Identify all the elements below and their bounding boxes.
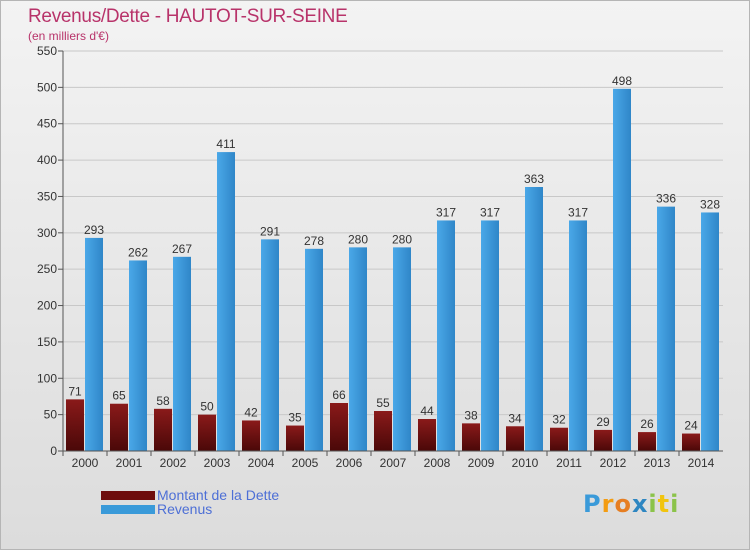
data-label-revenus: 498 xyxy=(612,74,632,88)
x-tick-label: 2000 xyxy=(72,456,99,470)
data-label-dette: 24 xyxy=(684,419,698,433)
legend-swatch-revenus xyxy=(101,505,155,514)
data-label-dette: 55 xyxy=(376,396,390,410)
y-tick-label: 200 xyxy=(37,299,57,313)
y-tick-label: 500 xyxy=(37,80,57,94)
data-label-dette: 44 xyxy=(420,404,434,418)
x-tick-label: 2003 xyxy=(204,456,231,470)
data-label-dette: 42 xyxy=(244,405,258,419)
x-tick-label: 2007 xyxy=(380,456,407,470)
y-tick-label: 300 xyxy=(37,226,57,240)
legend-label-dette: Montant de la Dette xyxy=(157,487,280,503)
y-tick-label: 100 xyxy=(37,371,57,385)
bar-dette xyxy=(66,399,84,451)
x-tick-label: 2001 xyxy=(116,456,143,470)
x-tick-label: 2002 xyxy=(160,456,187,470)
data-label-dette: 66 xyxy=(332,388,346,402)
bar-dette xyxy=(550,427,568,451)
bar-revenus xyxy=(525,187,543,451)
data-label-revenus: 328 xyxy=(700,197,720,211)
data-label-dette: 26 xyxy=(640,417,654,431)
bar-dette xyxy=(638,432,656,451)
data-label-revenus: 291 xyxy=(260,224,280,238)
labels-layer: 71 293 65 262 58 267 50 411 42 291 35 278 66 280 55 280… xyxy=(68,74,720,433)
x-tick-label: 2004 xyxy=(248,456,275,470)
data-label-revenus: 411 xyxy=(216,137,235,151)
bar-revenus xyxy=(349,247,367,451)
x-tick-label: 2013 xyxy=(644,456,671,470)
data-label-revenus: 363 xyxy=(524,172,544,186)
chart-subtitle: (en milliers d'€) xyxy=(28,29,109,43)
data-label-dette: 71 xyxy=(68,384,82,398)
y-tick-label: 50 xyxy=(44,408,58,422)
x-tick-label: 2005 xyxy=(292,456,319,470)
bar-dette xyxy=(154,408,172,451)
y-tick-label: 150 xyxy=(37,335,57,349)
y-tick-label: 550 xyxy=(37,44,57,58)
y-tick-label: 0 xyxy=(50,444,57,458)
data-label-revenus: 293 xyxy=(84,223,104,237)
data-label-revenus: 317 xyxy=(568,205,588,219)
data-label-revenus: 336 xyxy=(656,192,676,206)
bar-dette xyxy=(286,425,304,451)
data-label-dette: 35 xyxy=(288,411,302,425)
data-label-revenus: 280 xyxy=(348,232,368,246)
bar-revenus xyxy=(481,220,499,451)
bar-dette xyxy=(462,423,480,451)
data-label-dette: 29 xyxy=(596,415,610,429)
bar-revenus xyxy=(613,88,631,452)
y-tick-label: 400 xyxy=(37,153,57,167)
bar-dette xyxy=(242,420,260,451)
bar-dette xyxy=(374,411,392,451)
bar-dette xyxy=(418,419,436,451)
legend-label-revenus: Revenus xyxy=(157,501,213,517)
data-label-revenus: 280 xyxy=(392,232,412,246)
proxiti-logo: Proxiti xyxy=(583,490,680,518)
y-tick-label: 350 xyxy=(37,189,57,203)
x-tick-label: 2010 xyxy=(512,456,539,470)
x-tick-label: 2009 xyxy=(468,456,495,470)
data-label-revenus: 317 xyxy=(480,205,500,219)
bars-layer xyxy=(66,88,719,452)
x-tick-label: 2014 xyxy=(688,456,715,470)
bar-dette xyxy=(198,414,216,451)
x-tick-label: 2012 xyxy=(600,456,627,470)
data-label-dette: 38 xyxy=(464,408,478,422)
y-tick-label: 250 xyxy=(37,262,57,276)
x-tick-label: 2008 xyxy=(424,456,451,470)
bar-revenus xyxy=(129,260,147,451)
bar-dette xyxy=(594,429,612,451)
bar-revenus xyxy=(261,239,279,451)
bar-dette xyxy=(330,403,348,451)
bar-dette xyxy=(110,403,128,451)
bar-revenus xyxy=(437,220,455,451)
data-label-revenus: 267 xyxy=(172,242,192,256)
data-label-revenus: 262 xyxy=(128,245,148,259)
bar-dette xyxy=(506,426,524,451)
data-label-dette: 50 xyxy=(200,400,214,414)
data-label-dette: 58 xyxy=(156,394,170,408)
data-label-dette: 34 xyxy=(508,411,522,425)
data-label-dette: 32 xyxy=(552,413,566,427)
bar-revenus xyxy=(217,152,235,451)
bar-revenus xyxy=(657,206,675,451)
chart-title: Revenus/Dette - HAUTOT-SUR-SEINE xyxy=(28,6,348,27)
bar-revenus xyxy=(393,247,411,451)
data-label-revenus: 278 xyxy=(304,234,324,248)
data-label-revenus: 317 xyxy=(436,205,456,219)
x-tick-label: 2011 xyxy=(556,456,582,470)
y-tick-label: 450 xyxy=(37,117,57,131)
x-tick-label: 2006 xyxy=(336,456,363,470)
bar-revenus xyxy=(569,220,587,451)
bar-revenus xyxy=(701,212,719,451)
bar-dette xyxy=(682,433,700,451)
data-label-dette: 65 xyxy=(112,389,126,403)
bar-revenus xyxy=(173,256,191,451)
bar-revenus xyxy=(305,248,323,451)
bar-revenus xyxy=(85,237,103,451)
legend-swatch-dette xyxy=(101,491,155,500)
